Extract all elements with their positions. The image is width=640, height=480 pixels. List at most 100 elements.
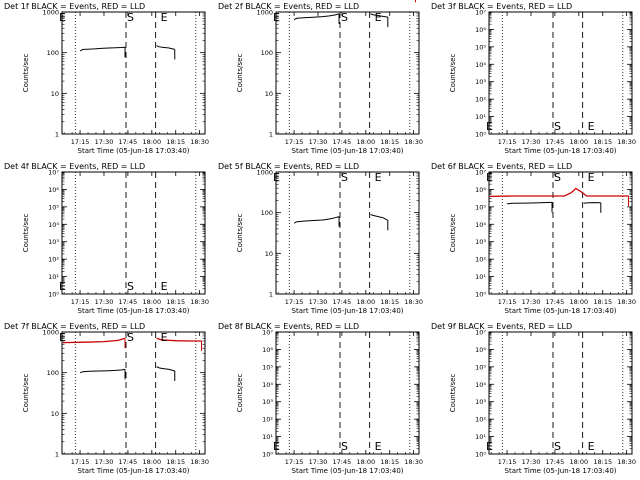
- x-tick-label: 17:15: [285, 458, 304, 466]
- y-tick-label: 10⁶: [475, 26, 486, 34]
- y-tick-label: 1000: [256, 169, 273, 177]
- y-tick-label: 1: [55, 131, 59, 139]
- x-tick-label: 17:15: [498, 138, 517, 146]
- panel-det-3: Det 3f BLACK = Events, RED = LLD 17:15 17:…: [431, 2, 636, 155]
- x-tick-label: 17:45: [119, 298, 138, 306]
- y-tick-label: 10³: [262, 398, 273, 406]
- start-e-marker: E: [486, 440, 493, 453]
- x-tick-label: 17:15: [498, 298, 517, 306]
- y-tick-label: 10¹: [475, 433, 486, 441]
- x-axis-label: Start Time (05-Jun-18 17:03:40): [78, 467, 190, 475]
- x-tick-label: 18:30: [404, 458, 423, 466]
- x-tick-label: 17:45: [119, 458, 138, 466]
- x-tick-label: 17:30: [522, 138, 541, 146]
- x-axis-label: Start Time (05-Jun-18 17:03:40): [292, 307, 404, 315]
- y-tick-label: 10⁰: [475, 291, 486, 299]
- y-tick-label: 10⁴: [475, 221, 486, 229]
- panel-det-2: Det 2f BLACK = Events, RED = LLD 17:15 17:…: [218, 0, 423, 155]
- y-tick-label: 10²: [48, 256, 59, 264]
- panel-det-5: Det 5f BLACK = Events, RED = LLD 17:15 17:…: [218, 162, 423, 315]
- y-axis-label: Counts/sec: [22, 374, 30, 413]
- y-tick-label: 1000: [42, 329, 59, 337]
- panel-title: Det 7f BLACK = Events, RED = LLD: [4, 322, 145, 331]
- x-tick-label: 18:00: [356, 458, 375, 466]
- y-tick-label: 10¹: [475, 273, 486, 281]
- y-tick-label: 10⁵: [475, 363, 486, 371]
- y-tick-label: 10⁰: [475, 451, 486, 459]
- y-tick-label: 10¹: [475, 113, 486, 121]
- x-tick-label: 18:30: [617, 138, 636, 146]
- y-tick-label: 10²: [475, 416, 486, 424]
- y-tick-label: 10³: [475, 238, 486, 246]
- x-tick-label: 18:00: [142, 458, 161, 466]
- y-tick-label: 10⁶: [475, 186, 486, 194]
- panel-det-6: Det 6f BLACK = Events, RED = LLD 17:15 17:…: [431, 162, 636, 315]
- y-tick-label: 10⁴: [475, 61, 486, 69]
- start-e-marker: E: [273, 11, 280, 24]
- x-tick-label: 17:45: [333, 138, 352, 146]
- x-tick-label: 18:00: [569, 458, 588, 466]
- x-tick-label: 17:30: [522, 298, 541, 306]
- e-marker: E: [161, 11, 168, 24]
- x-tick-label: 17:45: [546, 138, 565, 146]
- x-tick-label: 17:30: [95, 298, 114, 306]
- x-tick-label: 18:30: [404, 138, 423, 146]
- x-tick-label: 17:45: [333, 298, 352, 306]
- plot-frame: [61, 171, 206, 295]
- y-tick-label: 10⁵: [475, 43, 486, 51]
- x-tick-label: 18:30: [190, 458, 209, 466]
- y-tick-label: 10⁶: [48, 186, 59, 194]
- x-tick-label: 18:15: [380, 138, 399, 146]
- y-tick-label: 10³: [48, 238, 59, 246]
- panel-title: Det 3f BLACK = Events, RED = LLD: [431, 2, 572, 11]
- x-axis-label: Start Time (05-Jun-18 17:03:40): [505, 307, 617, 315]
- y-tick-label: 10⁰: [262, 451, 273, 459]
- y-tick-label: 1000: [42, 9, 59, 17]
- x-tick-label: 17:45: [119, 138, 138, 146]
- y-axis-label: Counts/sec: [22, 214, 30, 253]
- x-tick-label: 18:00: [356, 138, 375, 146]
- y-axis-label: Counts/sec: [236, 54, 244, 93]
- plot-frame: [275, 331, 420, 455]
- events-series-line: [507, 201, 553, 205]
- y-tick-label: 10⁷: [475, 169, 486, 177]
- plot-frame: [275, 171, 420, 295]
- x-axis-label: Start Time (05-Jun-18 17:03:40): [78, 307, 190, 315]
- y-tick-label: 100: [47, 369, 59, 377]
- y-axis-label: Counts/sec: [236, 374, 244, 413]
- panel-det-1: Det 1f BLACK = Events, RED = LLD 17:15 17:…: [4, 2, 209, 155]
- e-marker: E: [588, 171, 595, 184]
- plot-frame: [488, 331, 633, 455]
- x-tick-label: 17:30: [95, 138, 114, 146]
- y-tick-label: 10³: [475, 78, 486, 86]
- x-tick-label: 18:00: [569, 138, 588, 146]
- events-series-line: [370, 13, 388, 18]
- y-tick-label: 10⁴: [48, 221, 59, 229]
- x-tick-label: 17:30: [522, 458, 541, 466]
- start-e-marker: E: [59, 11, 66, 24]
- y-axis-label: Counts/sec: [449, 54, 457, 93]
- s-marker: S: [127, 280, 134, 293]
- events-series-line: [293, 13, 340, 21]
- start-e-marker: E: [486, 120, 493, 133]
- e-marker: E: [375, 11, 382, 24]
- y-tick-label: 10⁶: [262, 346, 273, 354]
- e-marker: E: [375, 171, 382, 184]
- plot-frame: [275, 11, 420, 135]
- y-axis-label: Counts/sec: [449, 214, 457, 253]
- y-tick-label: 10: [51, 410, 59, 418]
- x-tick-label: 18:15: [593, 458, 612, 466]
- y-tick-label: 10⁰: [48, 291, 59, 299]
- y-tick-label: 10⁵: [475, 203, 486, 211]
- start-e-marker: E: [486, 171, 493, 184]
- panel-det-4: Det 4f BLACK = Events, RED = LLD 17:15 17:…: [4, 162, 209, 315]
- x-tick-label: 17:30: [309, 138, 328, 146]
- y-tick-label: 100: [261, 209, 273, 217]
- y-tick-label: 10⁴: [262, 381, 273, 389]
- e-marker: E: [588, 440, 595, 453]
- y-tick-label: 10⁷: [48, 169, 59, 177]
- start-e-marker: E: [59, 331, 66, 344]
- x-tick-label: 17:15: [71, 138, 90, 146]
- panel-title: Det 6f BLACK = Events, RED = LLD: [431, 162, 572, 171]
